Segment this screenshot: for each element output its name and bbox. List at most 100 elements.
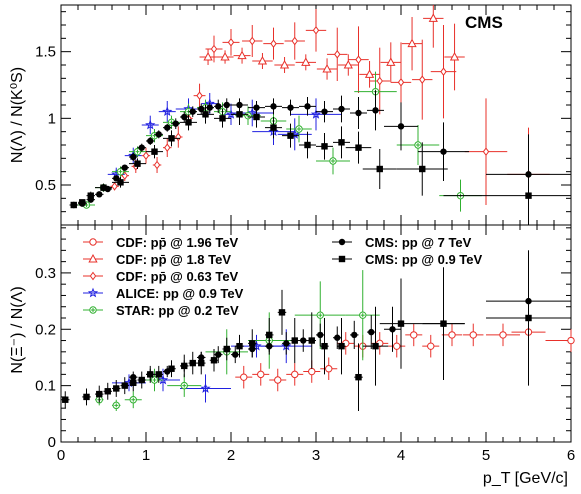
data-point-cms09 [185, 119, 192, 126]
data-point-cms09 [236, 342, 243, 350]
data-point-cms09 [372, 342, 379, 350]
data-point-cms7 [215, 351, 222, 358]
legend-marker-alice09 [87, 287, 99, 298]
data-point-cdf063 [142, 151, 150, 161]
data-point-cdf196 [427, 342, 435, 350]
data-point-cms7 [121, 164, 128, 171]
data-point-cdf196 [257, 370, 265, 379]
data-point-cdf196 [240, 373, 248, 381]
data-point-alice09 [200, 383, 211, 393]
data-point-cms7 [304, 103, 311, 110]
x-tick-label: 6 [567, 447, 575, 464]
data-point-cdf063 [376, 76, 383, 86]
data-point-cdf196 [567, 336, 575, 345]
data-point-cms09 [151, 148, 158, 155]
data-point-cms7 [189, 108, 196, 115]
legend-marker-cdf18 [88, 253, 98, 263]
legend-label: CDF: pp̄ @ 1.96 TeV [116, 235, 239, 250]
data-point-alice09 [157, 374, 169, 385]
data-point-cms09 [253, 113, 260, 121]
series-cdf18-top [199, 5, 465, 91]
legend-label: CMS: pp @ 7 TeV [365, 235, 472, 250]
data-point-cms09 [113, 385, 120, 392]
y-tick-label-bottom: 0.3 [35, 265, 56, 282]
data-point-cms09 [62, 396, 69, 403]
series-cms09-bottom [61, 250, 571, 411]
x-tick-label: 3 [312, 447, 320, 464]
data-point-cms09 [219, 115, 226, 122]
data-point-cms7 [287, 104, 294, 111]
data-point-cms09 [117, 179, 124, 186]
legend-marker-cdf196 [89, 238, 97, 246]
data-point-cdf063 [312, 25, 320, 35]
legend-label: CDF: pp̄ @ 0.63 TeV [116, 269, 239, 284]
data-point-cdf063 [482, 147, 490, 157]
series-cdf063-top [110, 9, 550, 221]
data-point-cdf063 [397, 77, 405, 87]
x-tick-label: 5 [482, 447, 490, 464]
data-point-cms7 [355, 109, 362, 117]
legend-label: STAR: pp @ 0.2 TeV [116, 303, 239, 318]
y-tick-label-top: 1 [48, 110, 56, 127]
y-tick-label-top: 0.5 [35, 177, 56, 194]
data-point-cms09 [223, 345, 230, 353]
data-point-cdf18 [407, 38, 417, 48]
data-point-cms09 [79, 199, 86, 206]
y-axis-title-top: N(Λ) / N(K⁰S) [9, 67, 26, 163]
data-point-cms7 [372, 107, 379, 114]
series-cms09-top [69, 103, 571, 225]
data-point-cdf063 [111, 181, 118, 191]
data-point-alice09 [162, 106, 173, 117]
data-point-cdf196 [393, 342, 401, 350]
data-point-cms09 [355, 373, 362, 381]
y-tick-label-top: 1.5 [35, 44, 56, 61]
data-point-cms09 [155, 371, 162, 378]
legend-entry-cdf18: CDF: pp̄ @ 1.8 TeV [83, 252, 231, 267]
data-point-cdf18 [279, 59, 290, 69]
data-point-cms09 [181, 362, 188, 370]
data-point-cms09 [134, 160, 141, 167]
data-point-cms09 [338, 342, 345, 350]
x-tick-label: 4 [397, 447, 405, 464]
y-tick-label-bottom: 0.2 [35, 321, 56, 338]
data-point-cms7 [351, 331, 358, 339]
data-point-cms7 [440, 148, 447, 155]
data-point-cms09 [419, 165, 426, 173]
x-axis-ticks-bottom: 0 1 2 3 4 5 6 [57, 225, 575, 464]
data-point-cms7 [338, 105, 345, 113]
data-point-cms7 [147, 137, 154, 145]
data-point-cms09 [104, 388, 111, 395]
x-axis-title: p_T [GeV/c] [483, 470, 568, 487]
data-point-cms7 [138, 144, 145, 151]
legend-entry-cms09: CMS: pp @ 0.9 TeV [332, 252, 483, 267]
data-point-cms09 [121, 382, 128, 389]
data-point-cms7 [300, 337, 307, 344]
data-point-cms7 [270, 103, 277, 110]
data-point-cdf063 [164, 143, 171, 153]
data-point-cdf063 [419, 75, 426, 85]
legend-label: ALICE: pp @ 0.9 TeV [116, 286, 244, 301]
data-point-alice09 [247, 107, 258, 118]
data-point-cms7 [215, 103, 222, 110]
data-point-cms7 [198, 105, 205, 113]
legend-marker-cdf063 [89, 271, 97, 281]
data-point-cms09 [525, 192, 532, 199]
data-point-cms7 [283, 340, 290, 347]
data-point-cdf18 [428, 13, 438, 22]
data-point-cms09 [321, 143, 328, 150]
data-point-cdf18 [301, 57, 311, 66]
data-point-cdf063 [440, 67, 447, 77]
data-point-cdf18 [364, 69, 375, 78]
y-tick-label-bottom: 0.1 [35, 378, 56, 395]
data-point-cms09 [198, 359, 205, 367]
data-point-cms7 [96, 191, 103, 198]
data-point-cdf063 [227, 37, 235, 47]
data-point-cdf18 [257, 55, 268, 65]
data-point-cdf063 [210, 44, 218, 54]
data-point-cms09 [355, 144, 362, 151]
data-point-cms09 [83, 393, 90, 401]
data-point-cms7 [334, 334, 341, 341]
data-point-cdf196 [308, 367, 316, 376]
data-point-cdf196 [410, 331, 418, 339]
